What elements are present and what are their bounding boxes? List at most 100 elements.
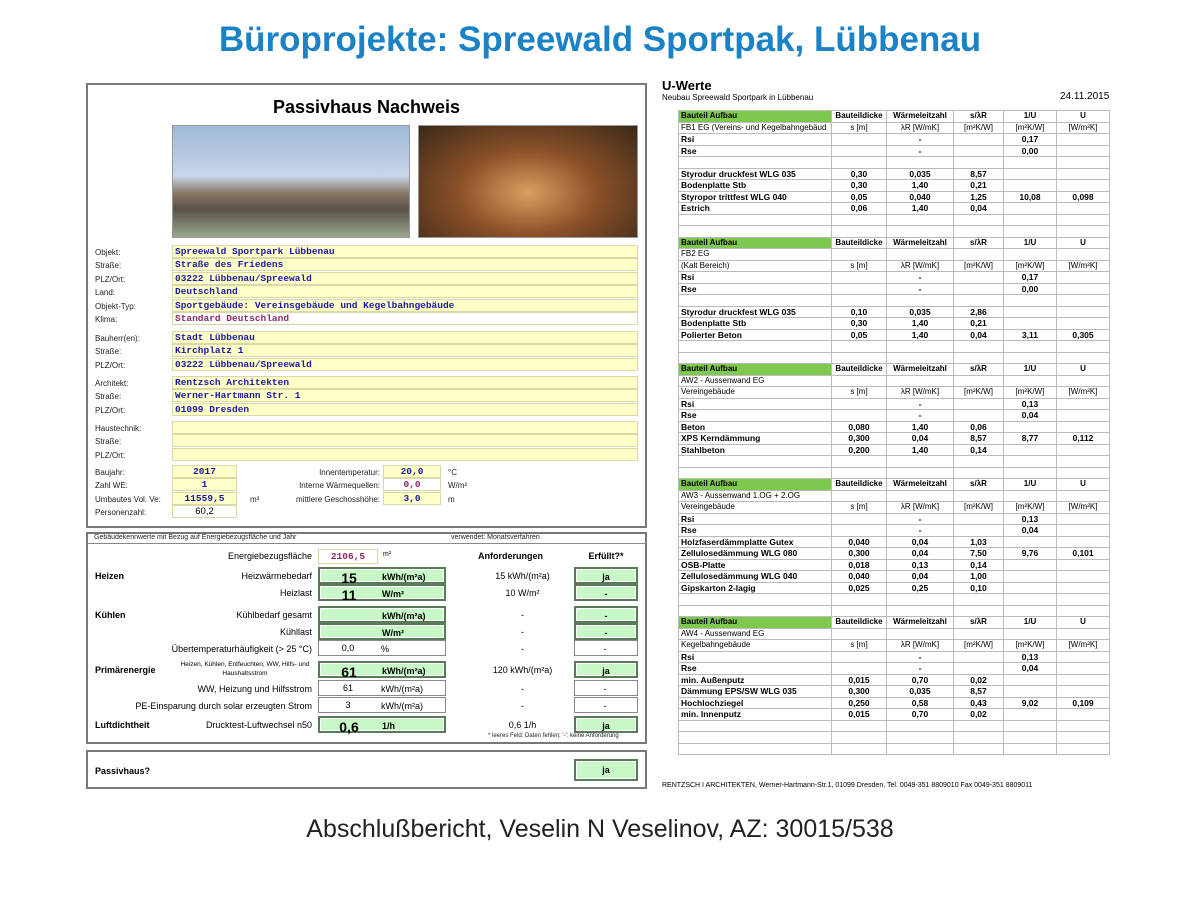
object-field[interactable]: Deutschland bbox=[172, 285, 638, 299]
row-requirement: 0,6 1/h bbox=[508, 720, 537, 730]
row-label: Kühlbedarf gesamt bbox=[236, 610, 312, 620]
table-cell: Bauteildicke bbox=[831, 110, 887, 123]
table-cell: 7,50 bbox=[953, 547, 1004, 560]
table-cell bbox=[1056, 535, 1110, 548]
table-cell bbox=[886, 225, 954, 238]
object-field[interactable]: Straße des Friedens bbox=[172, 258, 638, 272]
param-field[interactable]: 11559,5 bbox=[172, 491, 237, 505]
table-cell bbox=[1003, 317, 1057, 330]
table-cell: 0,300 bbox=[831, 547, 887, 560]
table-row: min. Innenputz 0,015 0,70 0,02 bbox=[678, 708, 1110, 721]
group-label: Kühlen bbox=[95, 610, 126, 620]
table-cell: Estrich bbox=[678, 202, 832, 215]
tech-field[interactable] bbox=[172, 447, 638, 461]
table-cell: 0,04 bbox=[886, 547, 954, 560]
table-row bbox=[678, 742, 1110, 755]
table-cell bbox=[1056, 248, 1110, 261]
table-cell: Rsi bbox=[678, 271, 832, 284]
owner-field[interactable]: Kirchplatz 1 bbox=[172, 344, 638, 358]
table-cell: 0,13 bbox=[886, 558, 954, 571]
table-cell: 0,305 bbox=[1056, 328, 1110, 341]
row-value: 61 bbox=[342, 683, 353, 693]
param-field[interactable]: 0,0 bbox=[383, 478, 441, 492]
table-cell bbox=[886, 156, 954, 169]
table-row: Bauteil Aufbau Bauteildicke Wärmeleitzahl s… bbox=[678, 110, 1110, 123]
table-cell: AW4 - Aussenwand EG bbox=[678, 627, 832, 640]
object-field[interactable]: Sportgebäude: Vereinsgebäude und Kegelba… bbox=[172, 298, 638, 312]
table-cell: 0,109 bbox=[1056, 696, 1110, 709]
table-cell: 0,00 bbox=[1003, 282, 1057, 295]
kennwerte-caption: Gebäudekennwerte mit Bezug auf Energiebe… bbox=[94, 534, 297, 541]
row-unit: kWh/(m²a) bbox=[381, 701, 423, 711]
table-cell bbox=[1056, 351, 1110, 364]
architect-field[interactable]: Rentzsch Architekten bbox=[172, 376, 638, 389]
table-cell: 0,10 bbox=[953, 581, 1004, 594]
ebf-value[interactable]: 2106,5 bbox=[318, 549, 378, 564]
table-cell: s/λR bbox=[953, 478, 1004, 491]
param-label: Innentemperatur: bbox=[319, 468, 380, 477]
table-cell: 1/U bbox=[1003, 236, 1057, 249]
param-field[interactable]: 60,2 bbox=[172, 505, 237, 519]
owner-field[interactable]: Stadt Lübbenau bbox=[172, 331, 638, 344]
table-cell bbox=[1056, 662, 1110, 675]
table-cell bbox=[678, 351, 832, 364]
table-cell bbox=[953, 409, 1004, 422]
row-unit: kWh/(m²a) bbox=[382, 572, 426, 582]
table-row: Rsi - 0,13 bbox=[678, 650, 1110, 663]
table-cell bbox=[1003, 731, 1057, 744]
object-field[interactable]: Standard Deutschland bbox=[172, 312, 638, 325]
table-cell: - bbox=[886, 650, 954, 663]
table-row: Rse - 0,00 bbox=[678, 144, 1110, 157]
table-cell: Stahlbeton bbox=[678, 443, 832, 456]
architect-field[interactable]: Werner-Hartmann Str. 1 bbox=[172, 389, 638, 403]
tech-field[interactable] bbox=[172, 421, 638, 434]
table-cell bbox=[831, 662, 887, 675]
table-cell bbox=[831, 604, 887, 617]
param-field[interactable]: 2017 bbox=[172, 465, 237, 478]
table-cell: [m²K/W] bbox=[1003, 386, 1057, 399]
table-cell bbox=[1056, 282, 1110, 295]
table-cell: 0,04 bbox=[1003, 409, 1057, 422]
table-cell: Styropor trittfest WLG 040 bbox=[678, 190, 832, 203]
table-cell: 1,40 bbox=[886, 420, 954, 433]
row-fulfilled: - bbox=[604, 589, 608, 599]
table-cell: 1,03 bbox=[953, 535, 1004, 548]
architect-field[interactable]: 01099 Dresden bbox=[172, 402, 638, 416]
table-cell: 0,04 bbox=[1003, 662, 1057, 675]
table-cell: Bauteil Aufbau bbox=[678, 616, 832, 629]
param-field[interactable]: 20,0 bbox=[383, 465, 441, 478]
table-cell: Dämmung EPS/SW WLG 035 bbox=[678, 685, 832, 698]
table-cell bbox=[1056, 466, 1110, 479]
table-row bbox=[678, 593, 1110, 606]
table-cell: - bbox=[886, 409, 954, 422]
tech-field[interactable] bbox=[172, 434, 638, 448]
param-field[interactable]: 1 bbox=[172, 478, 237, 492]
table-cell bbox=[1003, 719, 1057, 732]
table-cell: 0,13 bbox=[1003, 650, 1057, 663]
table-cell: 0,112 bbox=[1056, 432, 1110, 445]
table-cell: Zellulosedämmung WLG 040 bbox=[678, 570, 832, 583]
object-label: Klima: bbox=[95, 315, 118, 324]
table-cell: - bbox=[886, 144, 954, 157]
param-field[interactable]: 3,0 bbox=[383, 491, 441, 505]
table-row bbox=[678, 604, 1110, 617]
table-cell: 0,040 bbox=[831, 570, 887, 583]
object-field[interactable]: 03222 Lübbenau/Spreewald bbox=[172, 271, 638, 285]
value-box: 0,6 1/h bbox=[318, 716, 446, 735]
table-cell bbox=[886, 593, 954, 606]
table-cell bbox=[1056, 133, 1110, 146]
table-cell: 1,00 bbox=[953, 570, 1004, 583]
table-cell: 0,25 bbox=[886, 581, 954, 594]
table-cell bbox=[1056, 179, 1110, 192]
table-cell: [m²K/W] bbox=[953, 121, 1004, 134]
table-cell bbox=[1056, 685, 1110, 698]
table-row: Rsi - 0,17 bbox=[678, 133, 1110, 146]
owner-field[interactable]: 03222 Lübbenau/Spreewald bbox=[172, 357, 638, 371]
object-field[interactable]: Spreewald Sportpark Lübbenau bbox=[172, 245, 638, 258]
table-cell: s [m] bbox=[831, 259, 887, 272]
value-box: kWh/(m²a) bbox=[318, 606, 446, 623]
value-box: 3 kWh/(m²a) bbox=[318, 697, 446, 713]
table-row: OSB-Platte 0,018 0,13 0,14 bbox=[678, 558, 1110, 571]
row-fulfilled: ja bbox=[602, 572, 610, 582]
table-cell bbox=[953, 271, 1004, 284]
